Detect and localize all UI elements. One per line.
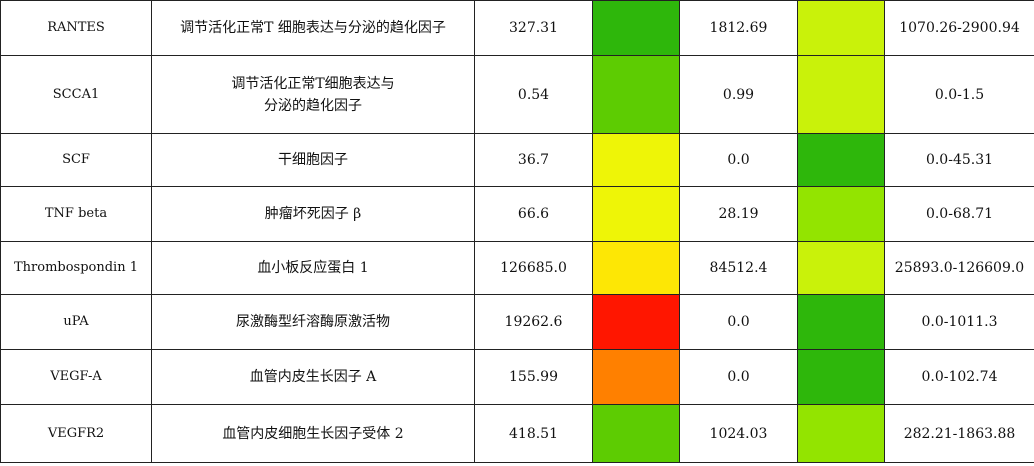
reference-level-color-swatch bbox=[797, 294, 885, 350]
marker-name-cell: TNF beta bbox=[0, 186, 152, 242]
reference-value-cell: 0.0 bbox=[679, 133, 798, 187]
marker-name-cell: RANTES bbox=[0, 0, 152, 56]
measured-level-color-swatch bbox=[592, 0, 680, 56]
measured-value-cell: 0.54 bbox=[474, 55, 593, 134]
measured-value-cell: 418.51 bbox=[474, 404, 593, 463]
table-row: uPA 尿激酶型纤溶酶原激活物 19262.6 0.0 0.0-1011.3 bbox=[0, 294, 1034, 350]
reference-value-cell: 1812.69 bbox=[679, 0, 798, 56]
reference-range-cell: 282.21-1863.88 bbox=[884, 404, 1034, 463]
measured-level-color-swatch bbox=[592, 404, 680, 463]
marker-name-cell: uPA bbox=[0, 294, 152, 350]
reference-range-cell: 0.0-1.5 bbox=[884, 55, 1034, 134]
marker-description-cell: 调节活化正常T 细胞表达与分泌的趋化因子 bbox=[151, 0, 475, 56]
marker-name-cell: SCCA1 bbox=[0, 55, 152, 134]
measured-level-color-swatch bbox=[592, 241, 680, 295]
table-row: SCF 干细胞因子 36.7 0.0 0.0-45.31 bbox=[0, 133, 1034, 187]
reference-value-cell: 0.99 bbox=[679, 55, 798, 134]
reference-level-color-swatch bbox=[797, 0, 885, 56]
reference-level-color-swatch bbox=[797, 404, 885, 463]
reference-range-cell: 25893.0-126609.0 bbox=[884, 241, 1034, 295]
measured-value-cell: 327.31 bbox=[474, 0, 593, 56]
reference-value-cell: 84512.4 bbox=[679, 241, 798, 295]
measured-value-cell: 19262.6 bbox=[474, 294, 593, 350]
table-row: Thrombospondin 1 血小板反应蛋白 1 126685.0 84512.4… bbox=[0, 241, 1034, 295]
marker-description-cell: 血管内皮生长因子 A bbox=[151, 349, 475, 405]
marker-description-cell: 干细胞因子 bbox=[151, 133, 475, 187]
measured-value-cell: 155.99 bbox=[474, 349, 593, 405]
measured-level-color-swatch bbox=[592, 55, 680, 134]
reference-range-cell: 0.0-45.31 bbox=[884, 133, 1034, 187]
reference-value-cell: 0.0 bbox=[679, 294, 798, 350]
marker-description-cell: 尿激酶型纤溶酶原激活物 bbox=[151, 294, 475, 350]
table-row: VEGF-A 血管内皮生长因子 A 155.99 0.0 0.0-102.74 bbox=[0, 349, 1034, 405]
measured-level-color-swatch bbox=[592, 133, 680, 187]
reference-level-color-swatch bbox=[797, 133, 885, 187]
table-row: SCCA1 调节活化正常T细胞表达与 分泌的趋化因子 0.54 0.99 0.0-1.5 bbox=[0, 55, 1034, 134]
table-row: TNF beta 肿瘤坏死因子 β 66.6 28.19 0.0-68.71 bbox=[0, 186, 1034, 242]
reference-level-color-swatch bbox=[797, 241, 885, 295]
marker-description-cell: 调节活化正常T细胞表达与 分泌的趋化因子 bbox=[151, 55, 475, 134]
marker-name-cell: VEGF-A bbox=[0, 349, 152, 405]
table-row: RANTES 调节活化正常T 细胞表达与分泌的趋化因子 327.31 1812.69 1… bbox=[0, 0, 1034, 56]
measured-level-color-swatch bbox=[592, 186, 680, 242]
reference-range-cell: 0.0-68.71 bbox=[884, 186, 1034, 242]
marker-description-cell: 血小板反应蛋白 1 bbox=[151, 241, 475, 295]
reference-range-cell: 0.0-102.74 bbox=[884, 349, 1034, 405]
marker-name-cell: Thrombospondin 1 bbox=[0, 241, 152, 295]
reference-level-color-swatch bbox=[797, 349, 885, 405]
marker-description-cell: 肿瘤坏死因子 β bbox=[151, 186, 475, 242]
reference-range-cell: 1070.26-2900.94 bbox=[884, 0, 1034, 56]
reference-value-cell: 0.0 bbox=[679, 349, 798, 405]
table-row: VEGFR2 血管内皮细胞生长因子受体 2 418.51 1024.03 282.21-… bbox=[0, 404, 1034, 463]
measured-level-color-swatch bbox=[592, 349, 680, 405]
reference-value-cell: 1024.03 bbox=[679, 404, 798, 463]
measured-value-cell: 36.7 bbox=[474, 133, 593, 187]
measured-value-cell: 126685.0 bbox=[474, 241, 593, 295]
marker-description-cell: 血管内皮细胞生长因子受体 2 bbox=[151, 404, 475, 463]
measured-level-color-swatch bbox=[592, 294, 680, 350]
measured-value-cell: 66.6 bbox=[474, 186, 593, 242]
reference-range-cell: 0.0-1011.3 bbox=[884, 294, 1034, 350]
reference-level-color-swatch bbox=[797, 186, 885, 242]
reference-level-color-swatch bbox=[797, 55, 885, 134]
marker-name-cell: VEGFR2 bbox=[0, 404, 152, 463]
reference-value-cell: 28.19 bbox=[679, 186, 798, 242]
marker-name-cell: SCF bbox=[0, 133, 152, 187]
